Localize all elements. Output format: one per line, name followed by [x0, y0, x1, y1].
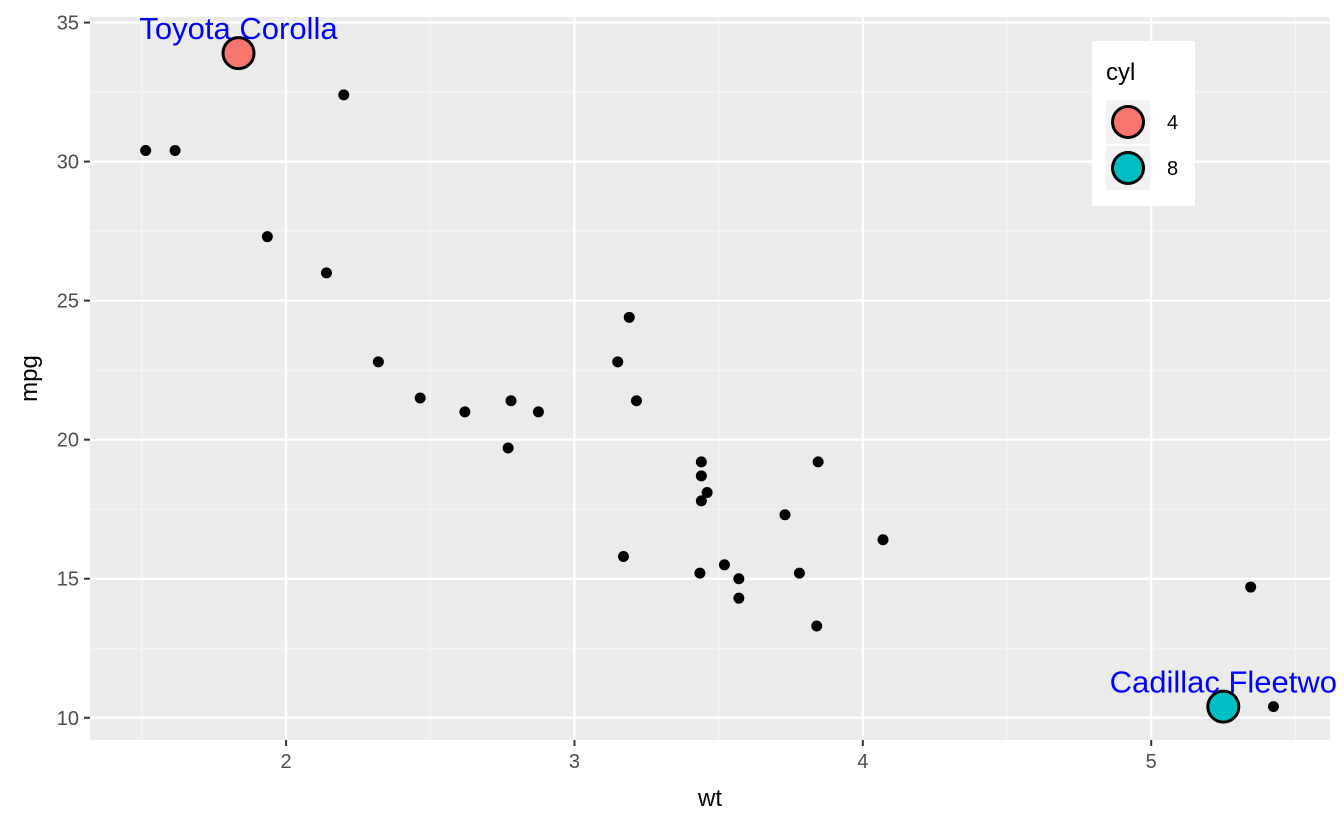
data-point: [140, 144, 152, 156]
y-axis-title: mpg: [16, 355, 43, 402]
data-point: [612, 356, 624, 368]
data-point: [414, 392, 426, 404]
data-point: [779, 509, 791, 521]
data-point: [718, 559, 730, 571]
y-tick-label: 15: [57, 569, 79, 591]
x-tick-label: 3: [569, 751, 580, 773]
data-point: [694, 567, 706, 579]
data-point: [1245, 581, 1257, 593]
data-point: [695, 495, 707, 507]
point-annotation-label: Cadillac Fleetwo: [1110, 665, 1337, 700]
data-point: [532, 406, 544, 418]
y-tick-label: 20: [57, 430, 79, 452]
x-tick-label: 5: [1146, 751, 1157, 773]
data-point: [733, 592, 745, 604]
x-tick-label: 4: [857, 751, 868, 773]
legend-swatch: [1111, 105, 1145, 139]
legend: cyl 48: [1092, 41, 1195, 206]
data-point: [502, 442, 514, 454]
legend-title: cyl: [1106, 59, 1135, 86]
highlighted-point: [1206, 689, 1241, 724]
legend-items: 48: [1106, 100, 1178, 190]
data-point: [338, 89, 350, 101]
data-point: [811, 620, 823, 632]
y-tick-label: 35: [57, 13, 79, 35]
legend-label: 4: [1167, 112, 1178, 134]
data-point: [261, 231, 273, 243]
data-point: [695, 470, 707, 482]
highlighted-point: [221, 36, 256, 71]
y-tick-label: 25: [57, 291, 79, 313]
data-point: [812, 456, 824, 468]
data-point: [459, 406, 471, 418]
data-point: [733, 573, 745, 585]
point-annotation-label: Toyota Corolla: [139, 11, 338, 46]
data-point: [1267, 701, 1279, 713]
x-axis-title: wt: [697, 785, 722, 812]
y-tick-label: 10: [57, 708, 79, 730]
data-point: [695, 456, 707, 468]
legend-swatch: [1111, 151, 1145, 185]
highlighted-points: Toyota Corolla Cadillac Fleetwo: [139, 11, 1337, 724]
data-point: [617, 550, 629, 562]
data-point: [877, 534, 889, 546]
data-point: [169, 144, 181, 156]
data-point: [372, 356, 384, 368]
data-point: [320, 267, 332, 279]
y-tick-label: 30: [57, 152, 79, 174]
data-point: [630, 395, 642, 407]
data-point: [793, 567, 805, 579]
legend-label: 8: [1167, 158, 1178, 180]
data-point: [623, 311, 635, 323]
data-point: [701, 487, 713, 499]
axes: 2 3 4 5 10 15 20 25 30 35: [57, 13, 1157, 773]
x-tick-label: 2: [281, 751, 292, 773]
data-point: [505, 395, 517, 407]
data-points: [140, 47, 1279, 713]
